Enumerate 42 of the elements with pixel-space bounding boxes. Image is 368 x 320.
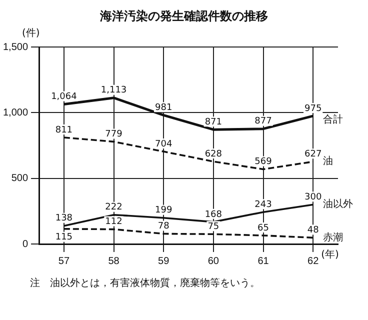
data-label: 300 <box>304 192 322 202</box>
data-label: 138 <box>55 214 73 224</box>
data-label: 704 <box>155 139 172 150</box>
data-label: 65 <box>258 223 269 234</box>
data-label: 569 <box>254 157 272 168</box>
data-label: 628 <box>204 149 222 160</box>
data-label: 1,064 <box>51 92 78 102</box>
data-label: 243 <box>254 200 272 210</box>
data-label: 779 <box>105 130 123 140</box>
y-tick-label: 1,000 <box>2 107 28 118</box>
data-label: 811 <box>55 125 73 136</box>
y-tick-label: 500 <box>11 173 28 184</box>
x-tick-label: 61 <box>258 256 270 267</box>
series-label: 合計 <box>323 114 344 126</box>
x-tick-label: 62 <box>308 256 320 267</box>
data-label: 877 <box>254 116 272 127</box>
data-label: 222 <box>105 202 122 213</box>
data-label: 981 <box>155 103 172 114</box>
text: 注 油以外とは，有害液体物質，廃棄物等をいう。 <box>30 276 261 290</box>
data-label: 168 <box>204 210 222 220</box>
data-label: 115 <box>55 232 73 243</box>
data-label: 1,113 <box>100 86 127 96</box>
x-tick-label: 60 <box>208 256 220 267</box>
data-label: 199 <box>155 206 172 216</box>
chart-title: 海洋汚染の発生確認件数の推移 <box>99 8 269 25</box>
data-label: 112 <box>105 217 122 228</box>
data-label: 975 <box>304 104 322 114</box>
x-tick-label: 59 <box>158 256 170 267</box>
x-axis-title: (年) <box>321 248 339 261</box>
data-label: 78 <box>158 222 170 232</box>
data-label: 48 <box>307 226 320 236</box>
y-axis-title: (件) <box>22 27 41 39</box>
data-label: 627 <box>304 150 322 160</box>
series-label: 油以外 <box>323 198 354 210</box>
x-tick-label: 57 <box>58 256 70 267</box>
series-label: 油 <box>323 155 334 168</box>
data-label: 75 <box>208 222 220 232</box>
y-tick-label: 1,500 <box>2 42 28 53</box>
x-tick-label: 58 <box>108 256 120 267</box>
series-label: 赤潮 <box>323 231 344 244</box>
data-label: 871 <box>204 117 222 128</box>
y-tick-label: 0 <box>22 238 28 250</box>
